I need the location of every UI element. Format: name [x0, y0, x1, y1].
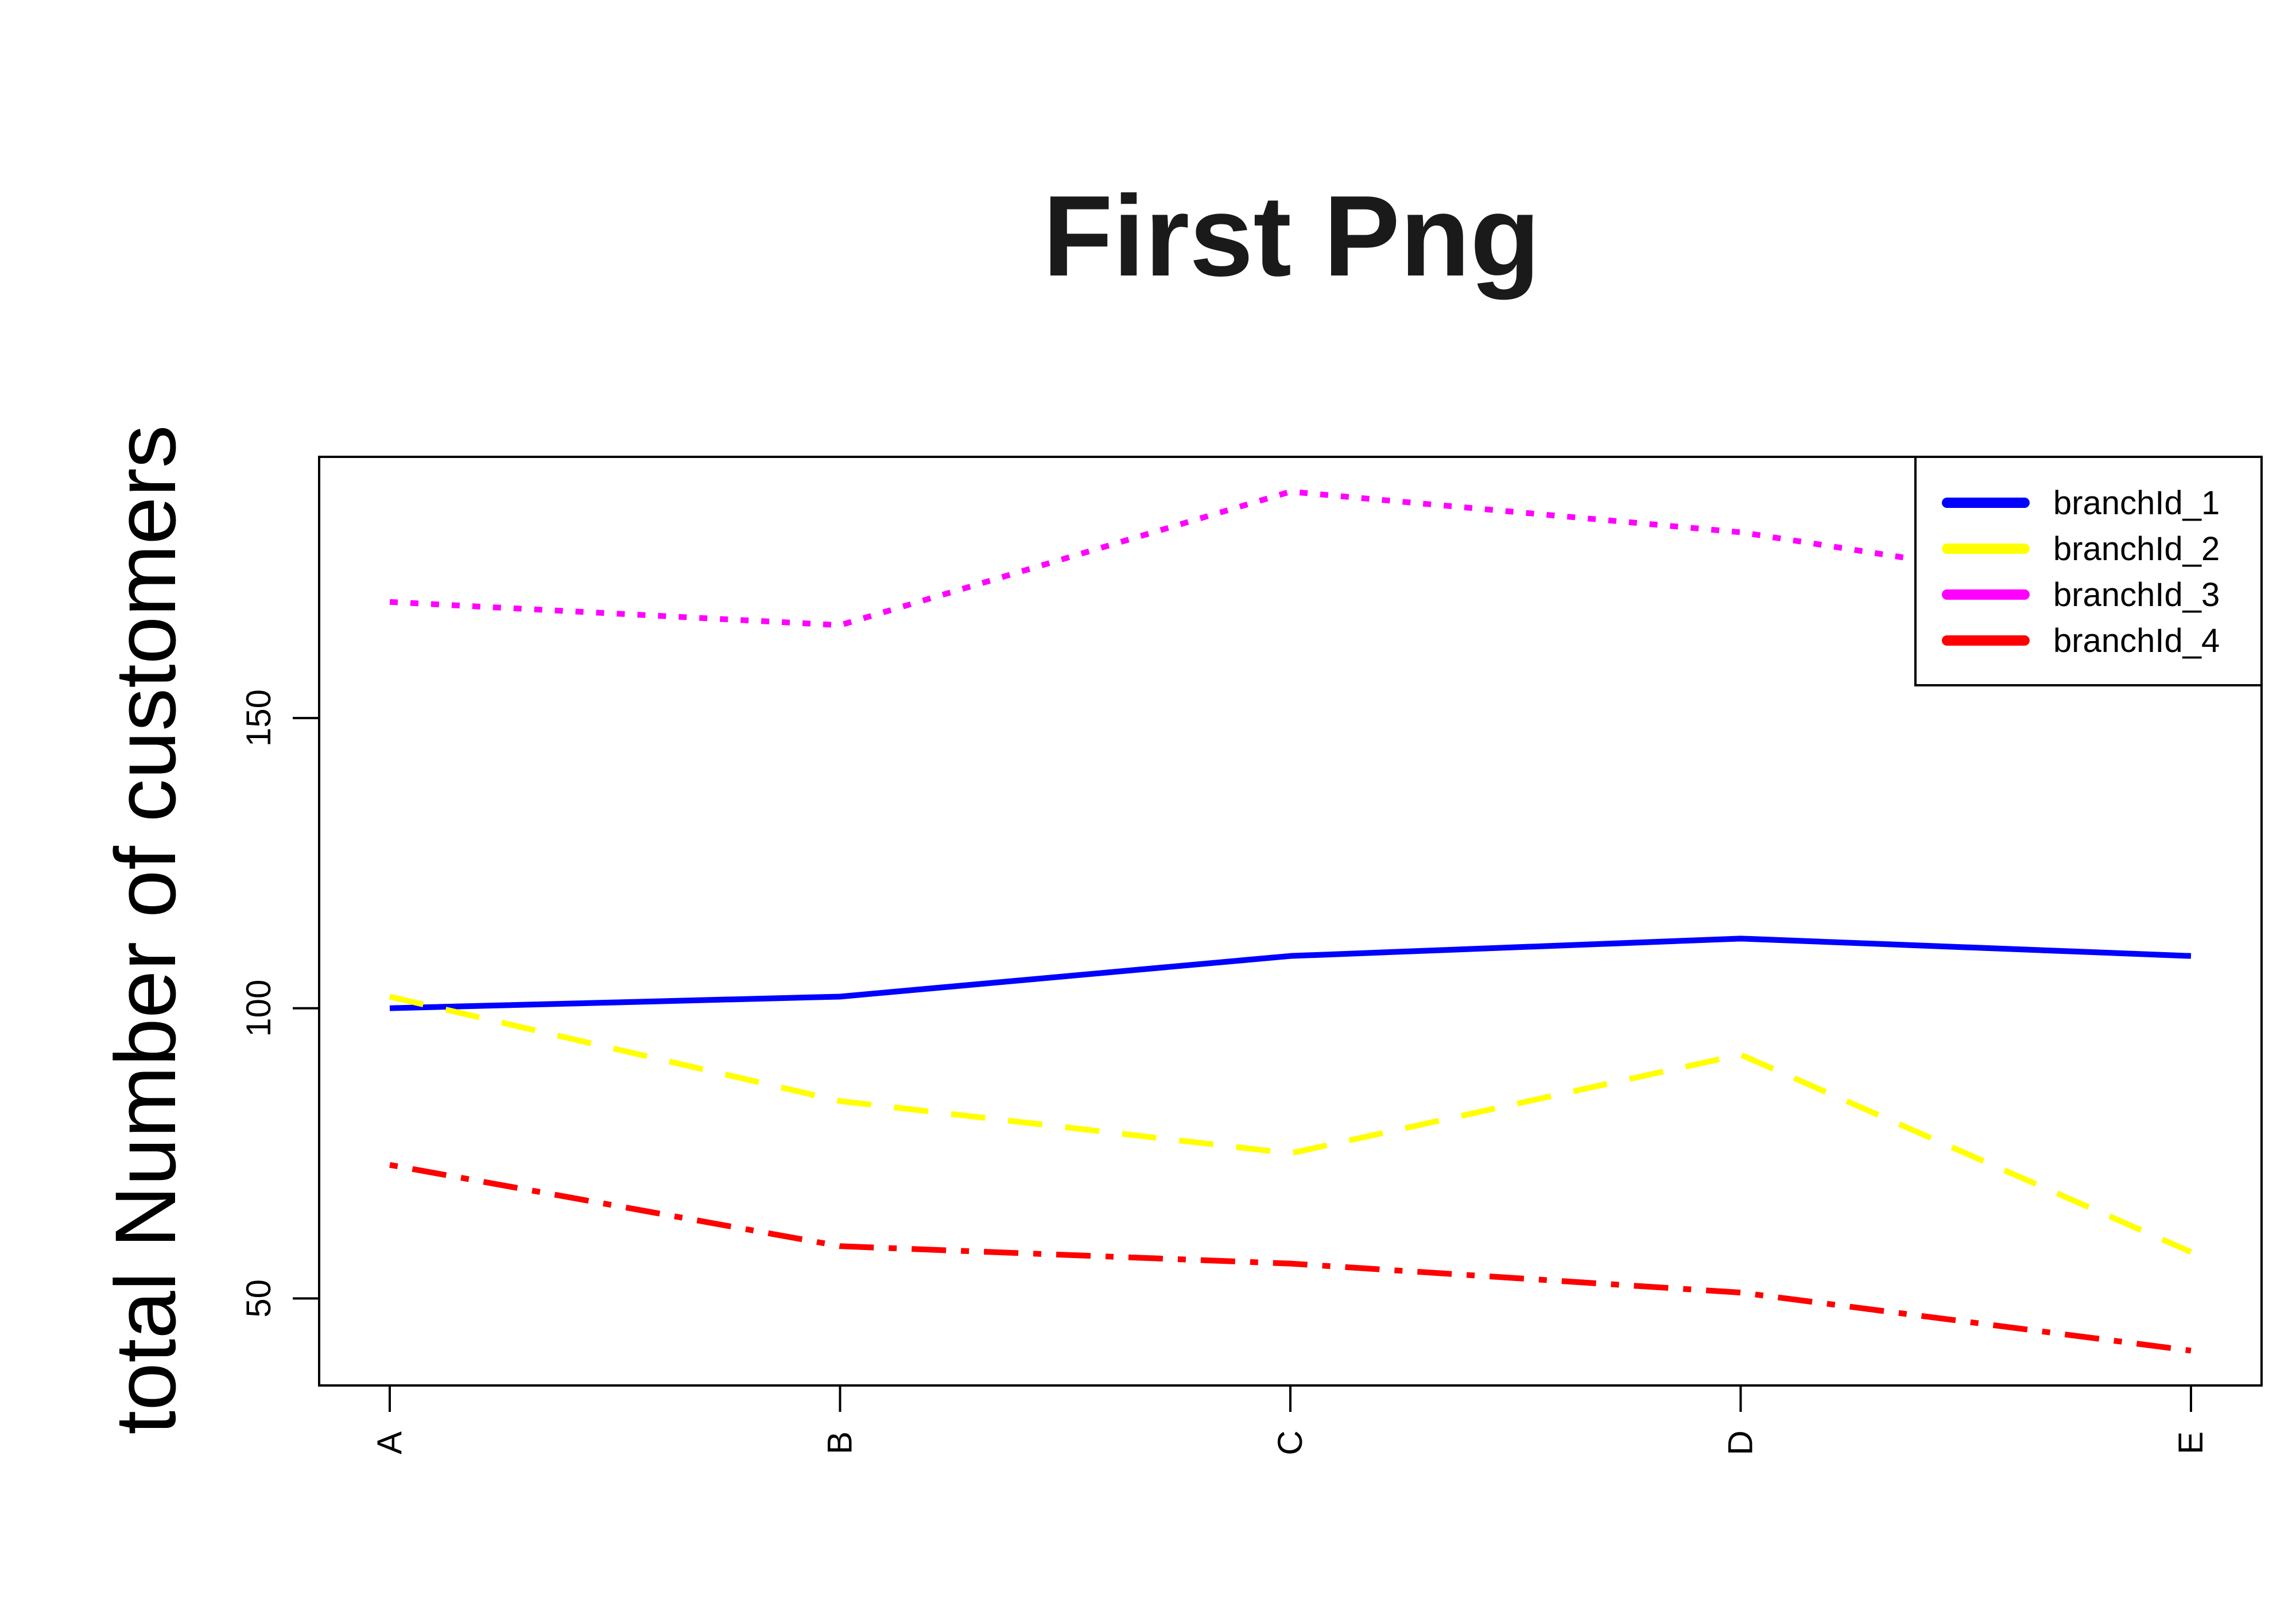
y-tick-label: 100	[239, 980, 278, 1037]
series-layer	[389, 488, 2193, 1354]
y-tick-label: 50	[239, 1279, 278, 1318]
x-tick-label: A	[370, 1431, 409, 1454]
chart-title: First Png	[1043, 172, 1541, 300]
x-tick-label: E	[2171, 1431, 2210, 1454]
legend-label-3: branchId_3	[2053, 576, 2220, 614]
series-line-1	[389, 936, 2192, 1011]
legend-box	[1914, 456, 2263, 686]
x-tick-label: B	[821, 1431, 859, 1454]
legend-label-2: branchId_2	[2053, 530, 2220, 568]
x-tick-label: C	[1271, 1430, 1309, 1455]
x-axis: A B C D E	[370, 1384, 2210, 1455]
y-tick-label: 150	[239, 689, 278, 747]
series-line-2	[389, 993, 2193, 1255]
y-axis-label: total Number of customers	[97, 425, 193, 1435]
legend-label-1: branchId_1	[2053, 484, 2220, 522]
y-axis: 50 100 150	[239, 689, 320, 1318]
legend-label-4: branchId_4	[2053, 622, 2220, 659]
series-line-4	[389, 1162, 2192, 1354]
x-tick-label: D	[1721, 1430, 1760, 1455]
legend: branchId_1 branchId_2 branchId_3 branchId_4	[1914, 456, 2263, 686]
